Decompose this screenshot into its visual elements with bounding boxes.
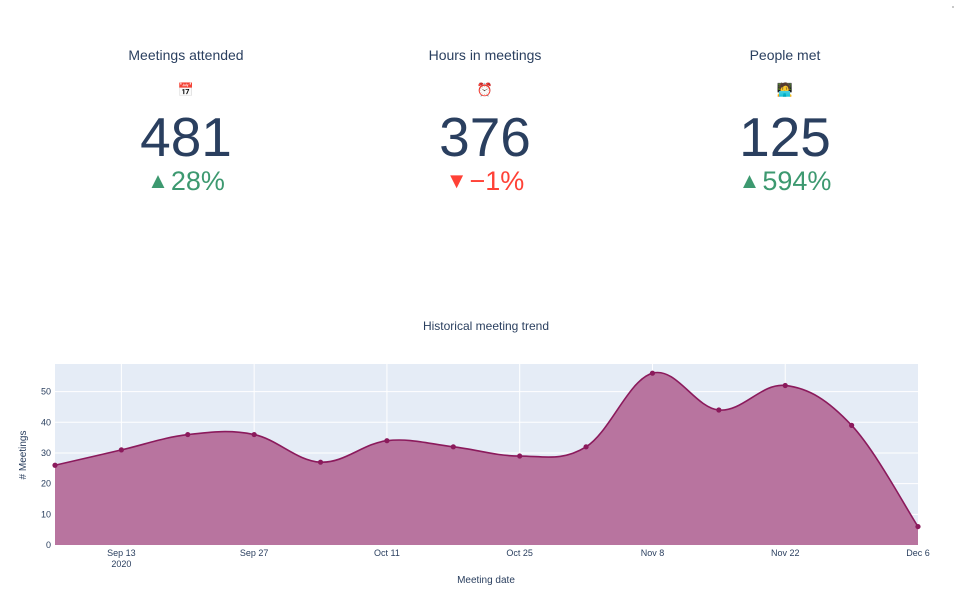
kpi-title: Hours in meetings (428, 47, 542, 63)
chart-title: Historical meeting trend (423, 319, 549, 333)
data-point (915, 523, 921, 530)
kpi-delta-value: 28% (170, 166, 225, 196)
data-point (716, 407, 722, 413)
triangle-up-icon: ▲ (147, 168, 169, 193)
y-tick-label: 30 (41, 448, 51, 458)
y-tick-label: 20 (41, 479, 51, 489)
y-tick-label: 0 (46, 540, 51, 550)
data-point (649, 370, 656, 376)
triangle-up-icon: ▲ (738, 168, 761, 193)
x-tick-label: Sep 13 (107, 548, 136, 558)
x-tick-label: Sep 27 (240, 548, 269, 558)
y-tick-label: 10 (41, 509, 51, 519)
y-tick-label: 40 (41, 417, 51, 427)
alarm-clock-icon: ⏰ (476, 82, 494, 97)
data-point (185, 431, 191, 438)
corner-mark (952, 6, 954, 8)
data-point (849, 422, 855, 428)
data-point (251, 431, 257, 438)
data-point (384, 438, 390, 444)
data-point (118, 447, 124, 453)
kpi-value: 376 (439, 106, 531, 168)
kpi-title: People met (749, 47, 821, 63)
data-point (317, 459, 324, 465)
x-tick-label: Nov 22 (771, 548, 800, 558)
x-tick-label: Oct 11 (374, 548, 400, 558)
kpi-delta-value: −1% (469, 166, 525, 196)
data-point (450, 444, 456, 450)
data-point (52, 462, 58, 468)
data-point (583, 444, 589, 450)
data-point (517, 453, 523, 459)
y-axis-title: # Meetings (18, 431, 29, 480)
y-tick-label: 50 (41, 387, 51, 397)
kpi-title: Meetings attended (128, 47, 244, 63)
kpi-value: 481 (140, 106, 232, 168)
y-axis-ticks: 0 10 20 30 40 50 (41, 387, 51, 550)
calendar-icon: 📅 (177, 82, 195, 97)
x-axis-title: Meeting date (457, 575, 515, 586)
kpi-delta-value: 594% (762, 166, 832, 196)
data-point (782, 382, 788, 389)
series-area (55, 372, 918, 545)
triangle-down-icon: ▼ (445, 168, 468, 193)
kpi-delta: ▲28% (56, 165, 316, 199)
person-at-laptop-icon: 🧑‍💻 (776, 82, 794, 97)
kpi-value: 125 (739, 106, 831, 168)
series-markers (52, 370, 921, 530)
x-tick-label: Oct 25 (506, 548, 533, 558)
kpi-delta: ▲594% (655, 165, 915, 199)
kpi-delta: ▼−1% (355, 165, 615, 199)
x-tick-label: Nov 8 (641, 548, 665, 558)
x-tick-label: Dec 6 (906, 548, 930, 558)
x-tick-sublabel: 2020 (111, 559, 131, 569)
